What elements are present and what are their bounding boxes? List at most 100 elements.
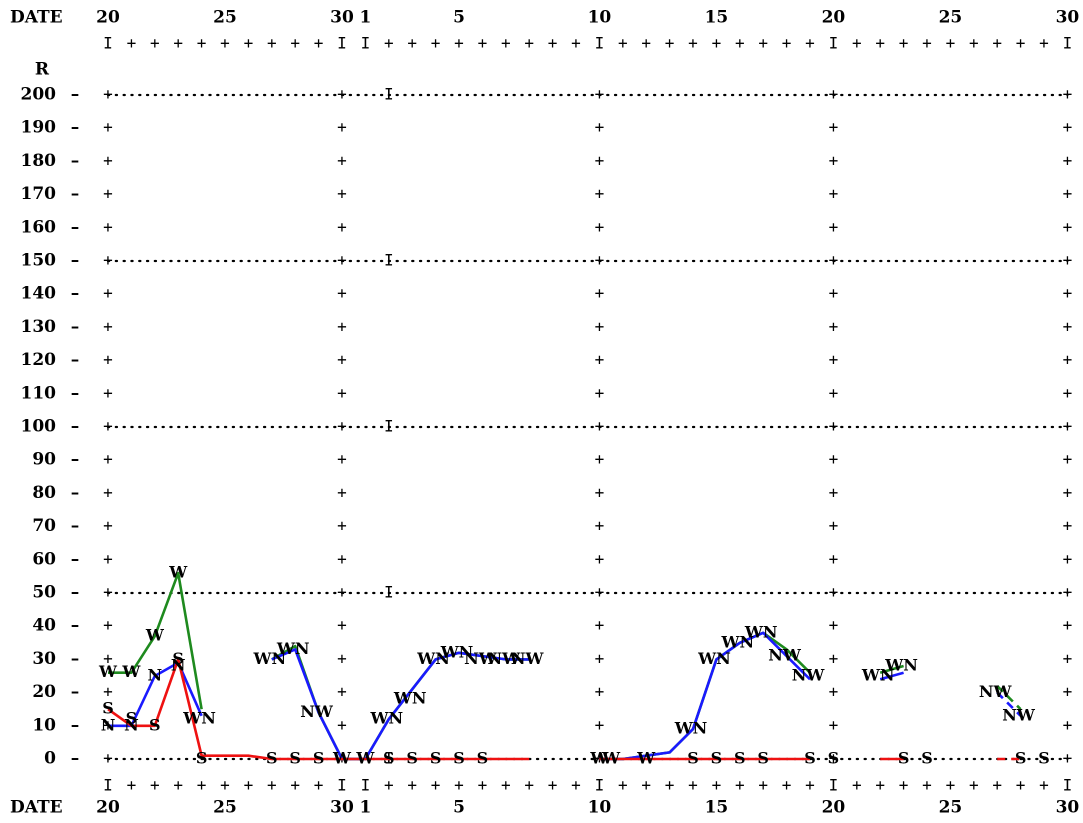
column-plus: + <box>829 450 839 469</box>
point-label: NW <box>464 649 498 668</box>
y-tick-label: 140 <box>21 284 57 304</box>
bottom-tick-marker: + <box>922 776 932 795</box>
top-tick-marker: + <box>641 34 651 53</box>
gridline-marker: I <box>384 417 394 436</box>
column-plus: + <box>337 184 347 203</box>
bottom-tick-marker: + <box>454 776 464 795</box>
y-tick-dash: – <box>71 217 80 237</box>
top-tick-marker: + <box>150 34 160 53</box>
y-tick-dash: – <box>71 516 80 536</box>
bottom-tick-marker: + <box>735 776 745 795</box>
point-label: W <box>145 626 165 645</box>
column-plus: + <box>103 483 113 502</box>
gridline-plus: + <box>337 85 347 104</box>
column-plus: + <box>1063 450 1073 469</box>
top-tick-marker: + <box>548 34 558 53</box>
top-tick-marker: + <box>735 34 745 53</box>
bottom-tick-marker: + <box>641 776 651 795</box>
gridline-plus: + <box>103 251 113 270</box>
bottom-tick-marker: + <box>758 776 768 795</box>
column-plus: + <box>829 616 839 635</box>
top-tick-marker: + <box>501 34 511 53</box>
column-plus: + <box>595 184 605 203</box>
x-tick-label-bottom: 30 <box>330 798 354 818</box>
series-line-N <box>996 691 1022 717</box>
bottom-tick-marker: + <box>712 776 722 795</box>
top-tick-marker: + <box>454 34 464 53</box>
point-label: S <box>126 709 138 728</box>
point-label: N <box>171 656 186 675</box>
series-line-N <box>879 671 904 681</box>
y-axis-title: R <box>35 60 50 80</box>
column-plus: + <box>595 483 605 502</box>
top-tick-marker: + <box>782 34 792 53</box>
x-tick-label-top: 10 <box>588 8 612 28</box>
y-tick-dash: – <box>71 450 80 470</box>
y-tick-dash: – <box>71 383 80 403</box>
top-tick-marker: + <box>244 34 254 53</box>
bottom-tick-marker: + <box>946 776 956 795</box>
top-tick-marker: + <box>969 34 979 53</box>
x-tick-label-top: 15 <box>705 8 729 28</box>
bottom-tick-marker: + <box>173 776 183 795</box>
grid-layer: I + + + + + + + + + I I + + + + + + + + + I + + + + + + + + + I + + + + + + + +… <box>103 34 1072 795</box>
column-plus: + <box>829 549 839 568</box>
top-tick-marker: + <box>665 34 675 53</box>
column-plus: + <box>829 682 839 701</box>
y-tick-dash: – <box>71 284 80 304</box>
top-tick-marker: + <box>992 34 1002 53</box>
point-label: S <box>898 749 910 768</box>
column-plus: + <box>1063 184 1073 203</box>
point-label: NW <box>979 682 1013 701</box>
column-plus: + <box>103 184 113 203</box>
y-tick-label: 200 <box>21 85 57 105</box>
bottom-tick-marker: I <box>595 776 605 795</box>
column-plus: + <box>337 217 347 236</box>
y-tick-label: 0 <box>44 749 56 769</box>
column-plus: + <box>337 151 347 170</box>
y-tick-dash: – <box>71 682 80 702</box>
y-tick-dash: – <box>71 549 80 569</box>
bottom-tick-marker: + <box>688 776 698 795</box>
y-tick-label: 70 <box>32 516 56 536</box>
column-plus: + <box>337 118 347 137</box>
point-label: NW <box>792 666 826 685</box>
point-label: WN <box>744 622 778 641</box>
y-tick-dash: – <box>71 749 80 769</box>
gridline-marker: I <box>384 583 394 602</box>
column-plus: + <box>595 317 605 336</box>
x-tick-label-bottom: 5 <box>453 798 465 818</box>
y-tick-label: 20 <box>32 682 56 702</box>
y-tick-label: 110 <box>21 383 57 403</box>
y-tick-label: 120 <box>21 350 57 370</box>
x-tick-label-bottom: 25 <box>213 798 237 818</box>
bottom-tick-marker: + <box>782 776 792 795</box>
bottom-tick-marker: + <box>1039 776 1049 795</box>
top-tick-marker: + <box>618 34 628 53</box>
point-label: W <box>589 749 609 768</box>
bottom-tick-marker: + <box>314 776 324 795</box>
x-tick-label-top: 5 <box>453 8 465 28</box>
point-label: WN <box>674 719 708 738</box>
top-tick-marker: + <box>524 34 534 53</box>
top-tick-marker: + <box>1039 34 1049 53</box>
point-label: S <box>687 749 699 768</box>
point-label: W <box>636 749 656 768</box>
column-plus: + <box>337 616 347 635</box>
point-label: W <box>98 662 118 681</box>
x-tick-label-top: 30 <box>1056 8 1080 28</box>
y-tick-label: 80 <box>32 483 56 503</box>
bottom-tick-marker: + <box>127 776 137 795</box>
top-tick-marker: + <box>688 34 698 53</box>
x-tick-label-bottom: 30 <box>1056 798 1080 818</box>
gridline-plus: + <box>829 583 839 602</box>
bottom-tick-marker: + <box>665 776 675 795</box>
top-tick-marker: + <box>852 34 862 53</box>
column-plus: + <box>337 383 347 402</box>
point-label: W <box>121 662 141 681</box>
y-tick-label: 40 <box>32 616 56 636</box>
top-tick-marker: + <box>875 34 885 53</box>
column-plus: + <box>337 317 347 336</box>
column-plus: + <box>337 549 347 568</box>
